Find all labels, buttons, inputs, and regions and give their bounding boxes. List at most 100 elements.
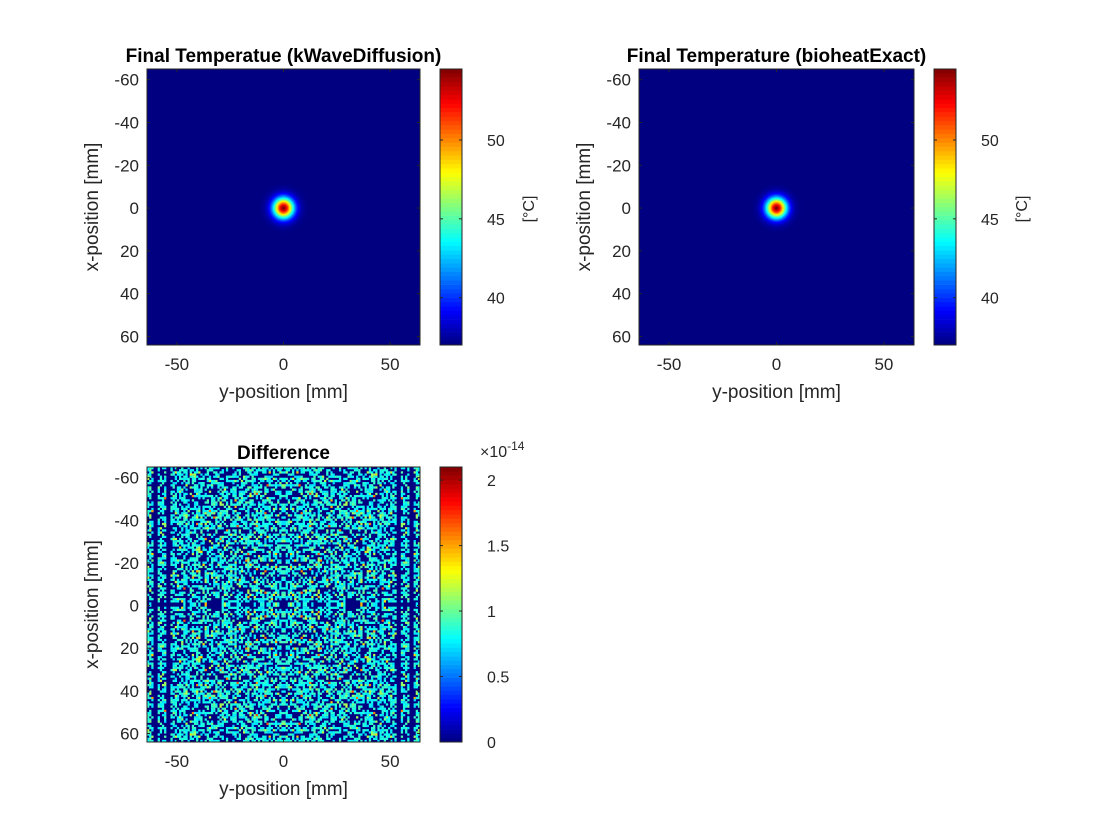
heatmap-cell: [400, 610, 404, 614]
heatmap-cell: [313, 589, 316, 592]
heatmap-cell: [219, 497, 222, 500]
heatmap-cell: [257, 529, 261, 532]
heatmap-cell: [157, 617, 160, 620]
heatmap-cell: [161, 512, 165, 515]
heatmap-cell: [334, 507, 337, 511]
heatmap-cell: [336, 505, 340, 508]
heatmap-cell: [183, 600, 186, 603]
heatmap-cell: [196, 490, 199, 493]
heatmap-cell: [247, 516, 250, 519]
heatmap-cell: [204, 492, 207, 496]
heatmap-cell: [405, 542, 408, 545]
heatmap-cell: [191, 475, 195, 478]
heatmap-cell: [268, 475, 271, 478]
heatmap-cell: [415, 587, 419, 590]
heatmap-cell: [281, 593, 284, 597]
heatmap-cell: [228, 572, 231, 575]
heatmap-cell: [289, 610, 293, 614]
heatmap-cell: [238, 625, 241, 629]
heatmap-cell: [289, 557, 293, 560]
heatmap-cell: [277, 548, 280, 551]
heatmap-cell: [324, 494, 327, 498]
heatmap-cell: [381, 544, 384, 547]
heatmap-cell: [356, 540, 359, 543]
heatmap-cell: [210, 499, 214, 502]
heatmap-cell: [176, 486, 180, 489]
heatmap-cell: [206, 494, 209, 498]
heatmap-cell: [236, 608, 239, 612]
heatmap-cell: [264, 576, 267, 579]
heatmap-cell: [296, 497, 299, 500]
heatmap-cell: [217, 591, 220, 594]
heatmap-cell: [189, 546, 192, 549]
heatmap-cell: [306, 482, 310, 485]
heatmap-cell: [264, 501, 267, 504]
heatmap-cell: [304, 600, 308, 603]
heatmap-cell: [185, 583, 188, 586]
heatmap-cell: [415, 619, 419, 622]
heatmap-cell: [181, 533, 184, 536]
heatmap-cell: [321, 477, 325, 481]
heatmap-cell: [187, 477, 190, 481]
heatmap-cell: [234, 531, 237, 534]
heatmap-cell: [336, 604, 340, 607]
heatmap-cell: [302, 625, 305, 629]
heatmap-cell: [356, 567, 359, 571]
heatmap-cell: [242, 497, 246, 500]
heatmap-cell: [289, 473, 293, 476]
heatmap-cell: [217, 490, 220, 493]
heatmap-cell: [221, 565, 224, 569]
heatmap-cell: [268, 520, 271, 524]
heatmap-cell: [274, 492, 278, 496]
colorbar-band: [934, 310, 956, 316]
heatmap-cell: [294, 580, 297, 584]
heatmap-cell: [377, 621, 380, 624]
heatmap-cell: [319, 606, 323, 609]
heatmap-cell: [332, 557, 335, 560]
heatmap-cell: [304, 593, 308, 597]
heatmap-cell: [206, 499, 209, 502]
heatmap-cell: [198, 587, 201, 590]
heatmap-cell: [159, 544, 163, 547]
heatmap-cell: [147, 570, 150, 573]
heatmap-cell: [328, 567, 331, 571]
heatmap-cell: [379, 552, 382, 556]
heatmap-cell: [326, 518, 329, 521]
heatmap-cell: [191, 516, 195, 519]
heatmap-cell: [236, 535, 239, 539]
heatmap-cell: [289, 598, 293, 601]
heatmap-cell: [306, 555, 310, 558]
heatmap-cell: [285, 477, 288, 481]
heatmap-cell: [266, 527, 269, 530]
heatmap-cell: [198, 555, 201, 558]
heatmap-cell: [373, 527, 376, 530]
heatmap-cell: [379, 522, 382, 526]
heatmap-cell: [202, 589, 205, 592]
heatmap-cell: [181, 505, 184, 508]
heatmap-cell: [383, 488, 387, 491]
heatmap-cell: [315, 486, 318, 489]
heatmap-cell: [236, 497, 239, 500]
heatmap-cell: [330, 494, 333, 498]
heatmap-cell: [198, 608, 201, 612]
heatmap-cell: [304, 533, 308, 536]
heatmap-cell: [279, 525, 282, 528]
heatmap-cell: [407, 486, 410, 489]
heatmap-cell: [309, 608, 312, 612]
heatmap-cell: [223, 572, 227, 575]
heatmap-cell: [191, 578, 195, 582]
heatmap-cell: [343, 625, 346, 629]
heatmap-cell: [336, 617, 340, 620]
colorbar-band: [440, 263, 462, 268]
heatmap-cell: [326, 613, 329, 616]
heatmap-cell: [377, 546, 380, 549]
heatmap-cell: [266, 565, 269, 569]
heatmap-cell: [268, 479, 271, 483]
heatmap-cell: [390, 477, 393, 481]
heatmap-cell: [257, 563, 261, 566]
heatmap-cell: [236, 613, 239, 616]
heatmap-cell: [407, 544, 410, 547]
heatmap-cell: [189, 608, 192, 612]
heatmap-cell: [262, 595, 265, 599]
heatmap-cell: [274, 623, 278, 627]
